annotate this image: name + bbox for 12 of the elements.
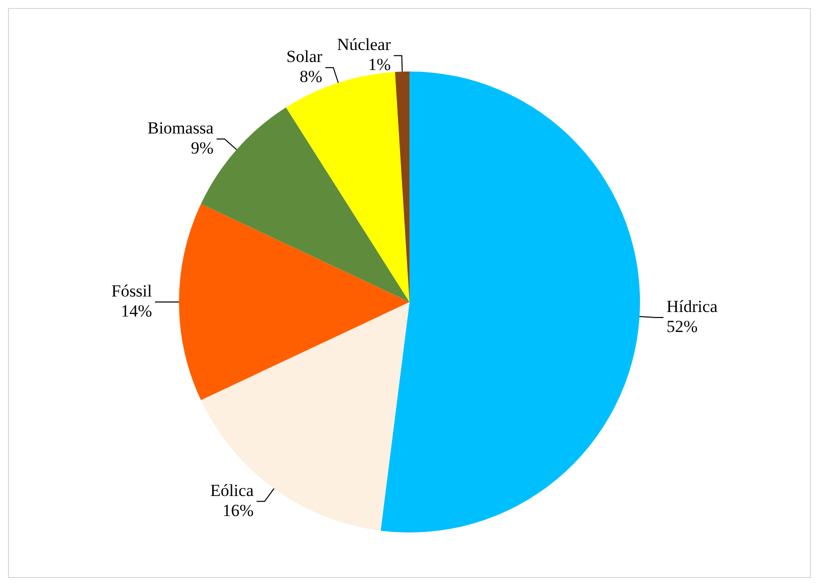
data-label: 8% [300,67,322,86]
slice-label: Fóssil [111,281,152,300]
data-label: 16% [222,500,254,520]
data-label: 14% [120,301,152,320]
slice-label: Solar [286,47,323,66]
data-label: 52% [666,316,698,336]
slice-label: Núclear [336,35,392,54]
slice-label: Hídrica [666,296,718,316]
data-label: 9% [190,138,214,158]
slice-label: Biomassa [147,118,214,138]
slice-label: Eólica [210,480,254,500]
data-label: 1% [368,55,391,74]
